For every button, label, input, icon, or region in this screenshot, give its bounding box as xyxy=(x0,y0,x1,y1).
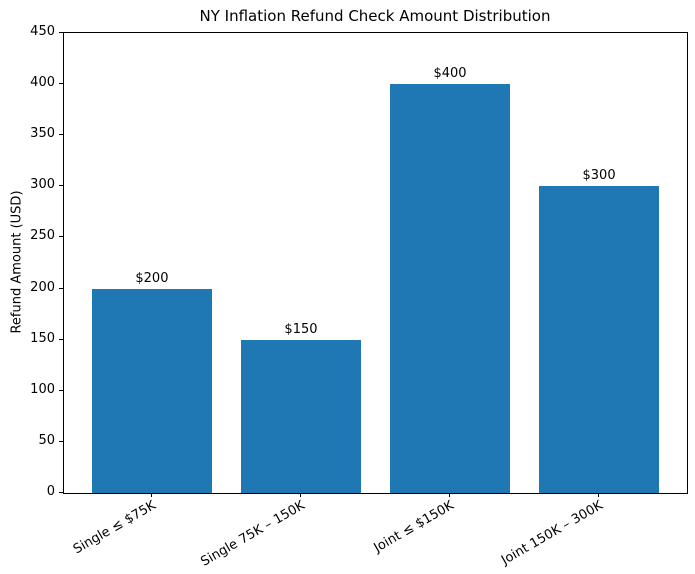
y-tick-mark xyxy=(59,32,63,33)
x-tick-label: Joint ≤ $150K xyxy=(371,498,457,556)
y-tick-mark xyxy=(59,492,63,493)
y-tick-mark xyxy=(59,185,63,187)
y-tick-label: 300 xyxy=(30,177,55,193)
x-tick-label: Single 75K – 150K xyxy=(198,498,308,570)
y-tick-label: 100 xyxy=(30,381,55,397)
y-tick-label: 150 xyxy=(30,330,55,346)
y-tick-label: 350 xyxy=(30,126,55,142)
bar xyxy=(390,84,510,493)
bar-value-label: $150 xyxy=(284,321,318,337)
bar-value-label: $400 xyxy=(433,66,467,82)
y-tick-mark xyxy=(59,287,63,289)
y-tick-mark xyxy=(59,338,63,340)
chart-title: NY Inflation Refund Check Amount Distrib… xyxy=(199,7,551,25)
y-tick-mark xyxy=(59,83,63,85)
x-tick-mark xyxy=(150,493,152,497)
x-tick-mark xyxy=(299,493,301,497)
bar xyxy=(539,186,659,493)
y-tick-mark xyxy=(59,236,63,238)
y-tick-label: 400 xyxy=(30,75,55,91)
bar-value-label: $200 xyxy=(135,270,169,286)
y-tick-label: 0 xyxy=(46,484,55,499)
x-tick-label: Joint 150K – 300K xyxy=(499,498,606,569)
plot-area: $200 $150 $400 $300 xyxy=(63,32,688,494)
x-tick-mark xyxy=(449,493,451,497)
y-tick-mark xyxy=(59,389,63,391)
y-tick-label: 200 xyxy=(30,279,55,295)
bar-value-label: $300 xyxy=(582,168,616,184)
x-tick-label: Single ≤ $75K xyxy=(70,498,159,558)
bar xyxy=(241,339,361,493)
y-axis-title-text: Refund Amount (USD) xyxy=(9,190,25,334)
y-tick-label: 450 xyxy=(30,24,55,39)
x-tick-mark xyxy=(598,493,600,497)
y-tick-mark xyxy=(59,440,63,442)
y-tick-label: 50 xyxy=(38,432,55,448)
y-tick-label: 250 xyxy=(30,228,55,244)
y-tick-mark xyxy=(59,134,63,136)
bar xyxy=(92,288,212,493)
